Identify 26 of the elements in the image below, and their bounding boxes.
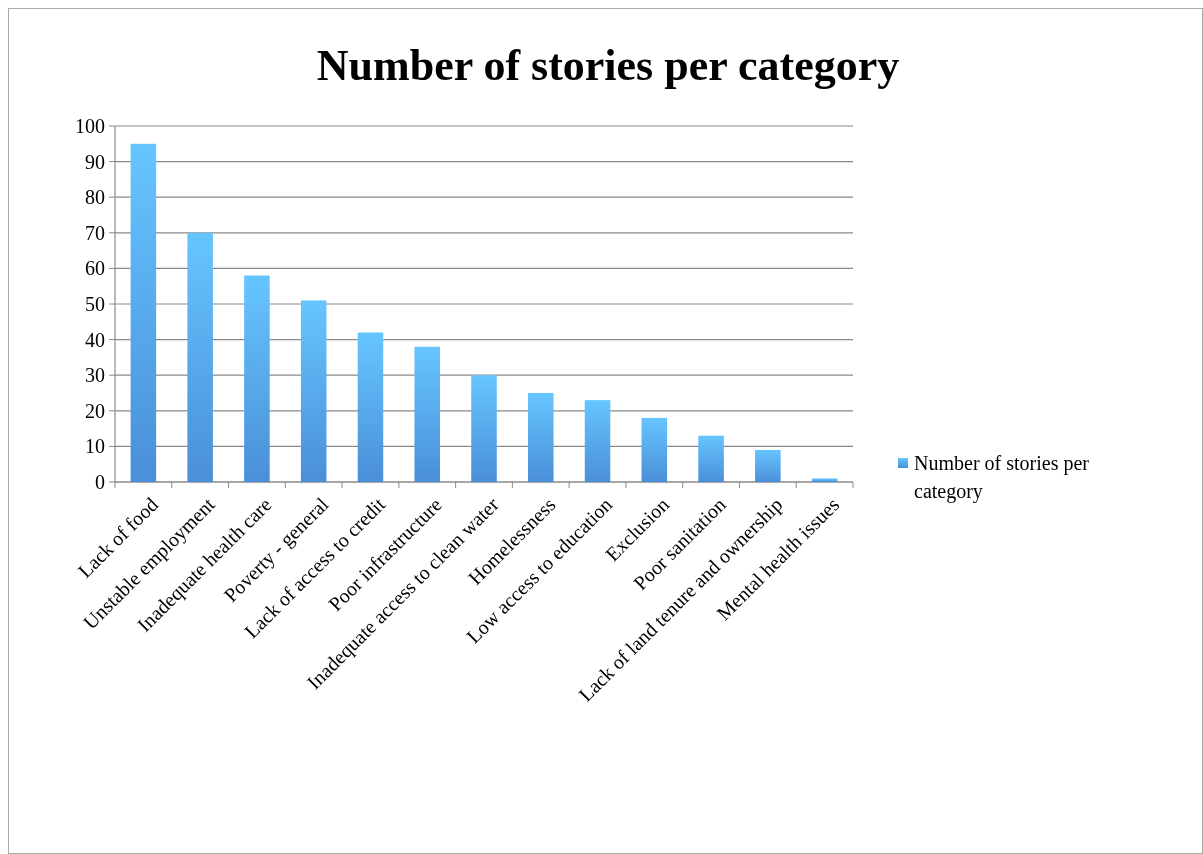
chart-title: Number of stories per category — [316, 41, 900, 90]
bar — [244, 275, 270, 482]
bar — [641, 417, 668, 482]
bar — [811, 478, 838, 482]
y-tick-label: 20 — [85, 399, 105, 422]
y-tick-label: 90 — [85, 150, 105, 173]
bar — [471, 375, 497, 482]
y-tick-label: 60 — [85, 257, 105, 280]
bar — [528, 393, 554, 482]
bar — [300, 300, 327, 482]
y-tick-label: 30 — [85, 364, 105, 387]
bar — [698, 435, 724, 482]
y-tick-label: 10 — [85, 435, 105, 458]
bar — [414, 346, 440, 482]
legend-label: Number of stories per category — [914, 452, 1090, 503]
y-tick-label: 80 — [85, 186, 105, 209]
y-tick-label: 50 — [85, 293, 105, 315]
bar — [584, 400, 611, 482]
y-tick-label: 40 — [85, 328, 105, 351]
y-tick-label: 0 — [95, 471, 105, 493]
bar — [357, 332, 384, 482]
bar — [187, 232, 213, 482]
y-tick-label: 100 — [75, 115, 105, 137]
bar — [130, 143, 157, 482]
y-tick-label: 70 — [85, 221, 105, 244]
bar — [755, 449, 781, 482]
